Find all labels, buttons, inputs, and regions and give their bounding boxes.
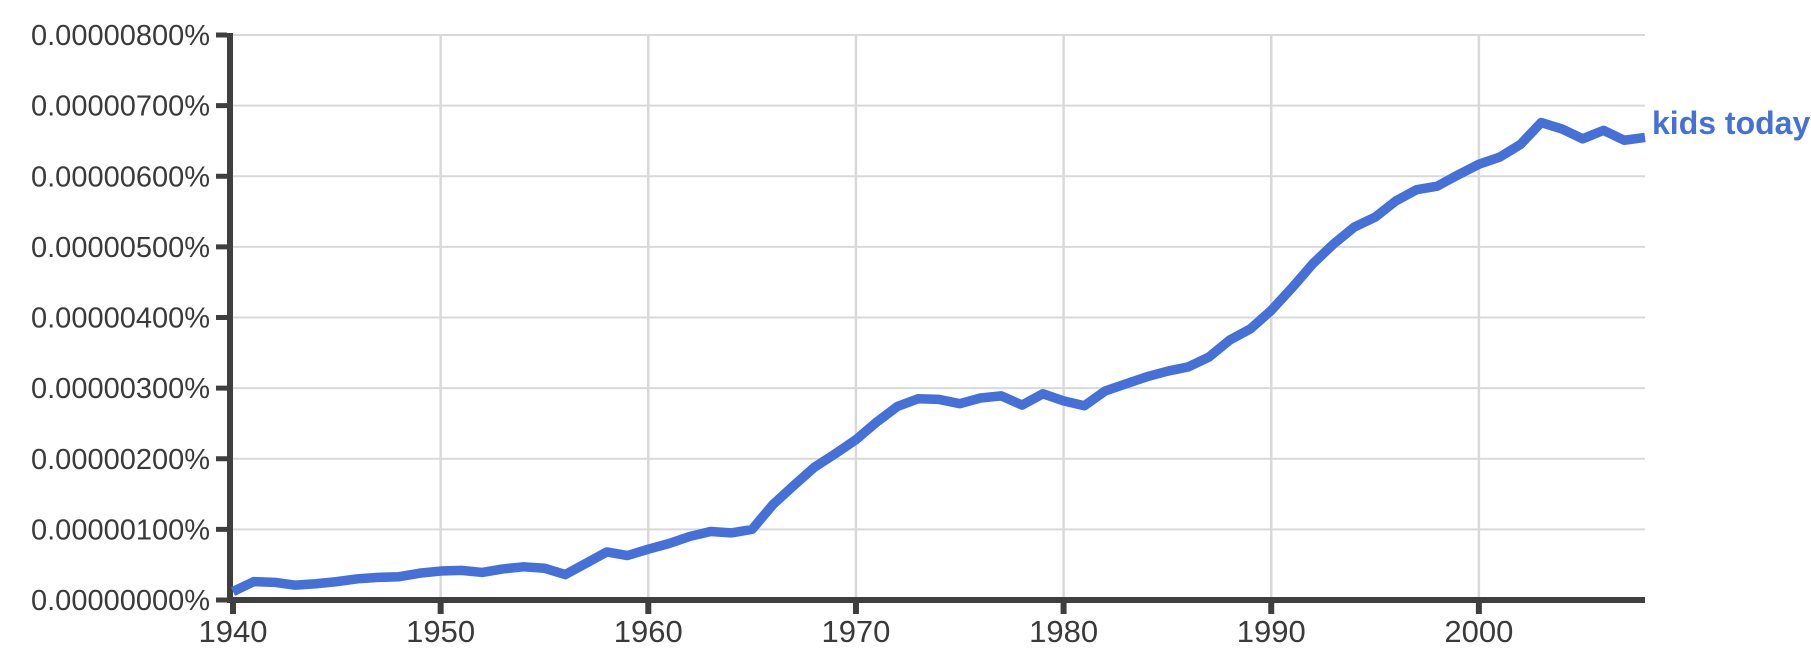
x-axis-tick-label: 1940: [199, 614, 268, 649]
y-axis-tick-label: 0.00000200%: [31, 444, 210, 476]
y-axis-tick-label: 0.00000400%: [31, 303, 210, 335]
x-axis-tick-label: 1970: [821, 614, 890, 649]
x-axis-tick-label: 1980: [1029, 614, 1098, 649]
series-legend-label: kids today: [1652, 105, 1811, 141]
y-axis-tick-label: 0.00000500%: [31, 232, 210, 264]
y-axis-tick-label: 0.00000800%: [31, 20, 210, 52]
y-axis-tick-label: 0.00000300%: [31, 373, 210, 405]
x-axis-tick-label: 1990: [1237, 614, 1306, 649]
y-axis-tick-label: 0.00000100%: [31, 514, 210, 546]
x-axis-tick-label: 1960: [614, 614, 683, 649]
y-axis-tick-label: 0.00000000%: [31, 585, 210, 617]
x-axis-tick-label: 1950: [406, 614, 475, 649]
y-axis-tick-label: 0.00000700%: [31, 91, 210, 123]
y-axis-tick-label: 0.00000600%: [31, 161, 210, 193]
x-axis-tick-label: 2000: [1444, 614, 1513, 649]
series-line-kids-today[interactable]: [230, 117, 1646, 596]
